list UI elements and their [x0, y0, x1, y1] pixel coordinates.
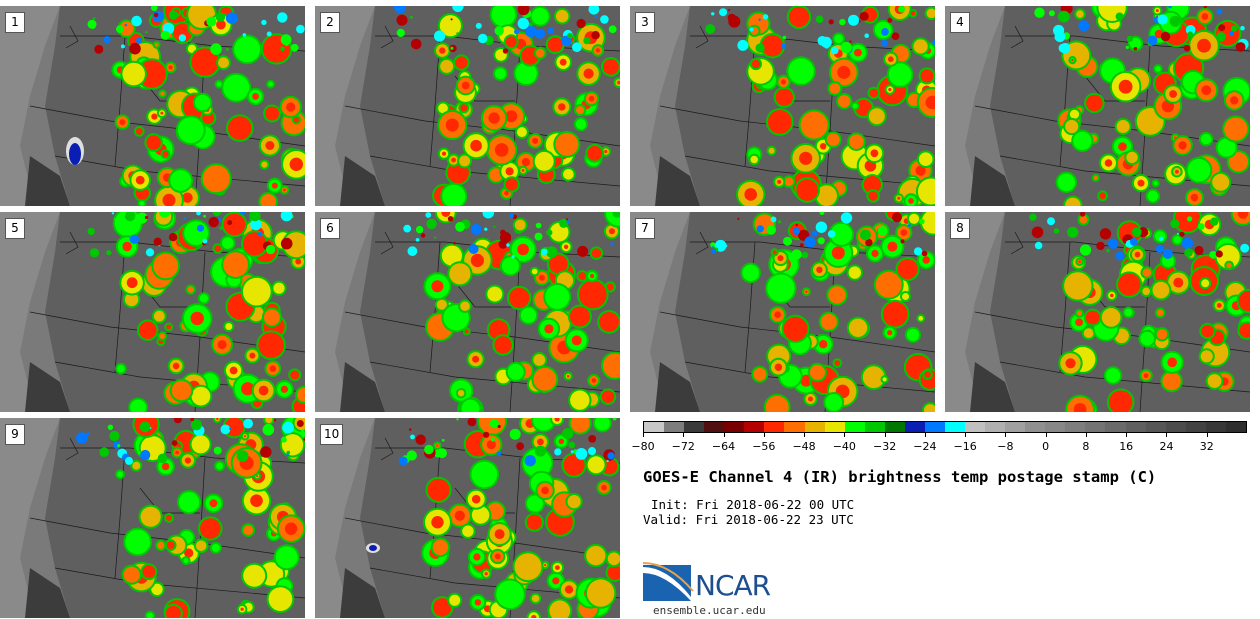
colorbar-swatch [1185, 422, 1206, 432]
satellite-image [315, 6, 620, 206]
satellite-image [0, 418, 305, 618]
colorbar-swatch [1065, 422, 1086, 432]
colorbar-tickmark [1045, 433, 1047, 437]
colorbar-swatch [664, 422, 685, 432]
colorbar-swatch [744, 422, 765, 432]
postage-stamp-panel: 3 [630, 6, 935, 206]
panel-number: 7 [635, 218, 655, 239]
colorbar-swatch [684, 422, 705, 432]
satellite-image [0, 212, 305, 412]
colorbar-swatch [1145, 422, 1166, 432]
colorbar-tickmark [763, 433, 765, 437]
colorbar-tickmark [683, 433, 685, 437]
colorbar-swatch [1125, 422, 1146, 432]
satellite-image [945, 212, 1250, 412]
colorbar-swatch [864, 422, 885, 432]
panel-number: 3 [635, 12, 655, 33]
logo-text: NCAR [695, 569, 771, 602]
postage-stamp-panel: 5 [0, 212, 305, 412]
postage-stamp-panel: 9 [0, 418, 305, 618]
colorbar-swatch [824, 422, 845, 432]
colorbar-tick-label: 8 [1082, 440, 1090, 453]
colorbar-swatch [804, 422, 825, 432]
colorbar-tickmark [1005, 433, 1007, 437]
ncar-logo: NCAR [642, 561, 803, 605]
colorbar-tick-label: −80 [631, 440, 655, 453]
satellite-image [315, 212, 620, 412]
panel-number: 6 [320, 218, 340, 239]
postage-stamp-panel: 7 [630, 212, 935, 412]
colorbar-tickmark [884, 433, 886, 437]
satellite-image [315, 418, 620, 618]
colorbar-tickmark [924, 433, 926, 437]
satellite-image [630, 212, 935, 412]
colorbar-tick-label: −72 [671, 440, 695, 453]
figure-title: GOES-E Channel 4 (IR) brightness temp po… [643, 468, 1157, 486]
colorbar-tickmark [643, 433, 644, 437]
colorbar-tickmark [965, 433, 967, 437]
colorbar-tickmark [1166, 433, 1168, 437]
colorbar-swatch [704, 422, 725, 432]
colorbar-tick-label: 32 [1199, 440, 1214, 453]
colorbar-tick-label: −56 [752, 440, 776, 453]
postage-stamp-panel: 8 [945, 212, 1250, 412]
colorbar-tick-label: −8 [997, 440, 1014, 453]
valid-time: Valid: Fri 2018-06-22 23 UTC [643, 512, 854, 527]
colorbar-tick-label: −64 [711, 440, 736, 453]
colorbar-swatch [1225, 422, 1246, 432]
colorbar-tick-label: 24 [1159, 440, 1174, 453]
colorbar-swatch [724, 422, 745, 432]
colorbar-swatch [1025, 422, 1046, 432]
colorbar-tickmark [1085, 433, 1087, 437]
colorbar-swatch [784, 422, 805, 432]
colorbar-swatch [965, 422, 986, 432]
colorbar-swatches [643, 421, 1247, 433]
panel-number: 4 [950, 12, 970, 33]
colorbar-tick-label: −16 [953, 440, 977, 453]
colorbar-swatch [1105, 422, 1126, 432]
colorbar-swatch [1165, 422, 1186, 432]
colorbar-tickmark [804, 433, 806, 437]
panel-number: 10 [320, 424, 344, 445]
postage-stamp-panel: 4 [945, 6, 1250, 206]
colorbar-swatch [944, 422, 965, 432]
colorbar-tick-label: −32 [872, 440, 897, 453]
colorbar-swatch [1005, 422, 1026, 432]
colorbar-swatch [1085, 422, 1106, 432]
postage-stamp-panel: 1 [0, 6, 305, 206]
colorbar-tick-label: −24 [913, 440, 937, 453]
colorbar-swatch [644, 422, 665, 432]
colorbar-swatch [764, 422, 785, 432]
panel-number: 1 [5, 12, 25, 33]
colorbar-tick-label: −48 [792, 440, 816, 453]
satellite-image [945, 6, 1250, 206]
colorbar-tickmark [844, 433, 846, 437]
postage-stamp-panel: 10 [315, 418, 620, 618]
colorbar-swatch [844, 422, 865, 432]
ncar-swoosh-icon [642, 562, 694, 601]
colorbar-tick-label: 16 [1119, 440, 1134, 453]
site-url: ensemble.ucar.edu [653, 604, 766, 617]
panel-number: 9 [5, 424, 25, 445]
colorbar-tickmark [1206, 433, 1208, 437]
colorbar-swatch [985, 422, 1006, 432]
init-time: Init: Fri 2018-06-22 00 UTC [651, 497, 855, 512]
colorbar-tickmark [1126, 433, 1128, 437]
postage-stamp-panel: 2 [315, 6, 620, 206]
colorbar-swatch [924, 422, 945, 432]
colorbar-swatch [1045, 422, 1066, 432]
colorbar-swatch [884, 422, 905, 432]
panel-number: 8 [950, 218, 970, 239]
colorbar: −80 −72 −64 −56 −48 −40 −32 −24 −16 −8 0 8 16 24 32 [631, 421, 1247, 457]
colorbar-tickmark [723, 433, 725, 437]
panel-number: 5 [5, 218, 25, 239]
colorbar-tick-label: 0 [1042, 440, 1050, 453]
postage-stamp-panel: 6 [315, 212, 620, 412]
colorbar-swatch [904, 422, 925, 432]
panel-number: 2 [320, 12, 340, 33]
satellite-image [0, 6, 305, 206]
satellite-image [630, 6, 935, 206]
colorbar-tick-label: −40 [832, 440, 856, 453]
colorbar-swatch [1205, 422, 1226, 432]
